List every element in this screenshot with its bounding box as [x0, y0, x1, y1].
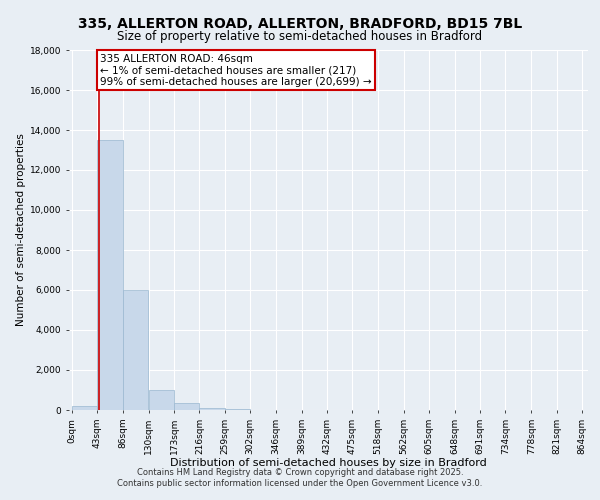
Bar — [199, 408, 225, 410]
Bar — [97, 140, 123, 410]
Text: 335 ALLERTON ROAD: 46sqm
← 1% of semi-detached houses are smaller (217)
99% of s: 335 ALLERTON ROAD: 46sqm ← 1% of semi-de… — [100, 54, 372, 87]
Bar — [174, 403, 199, 410]
Bar — [225, 409, 250, 410]
Bar — [72, 406, 97, 410]
Text: 335, ALLERTON ROAD, ALLERTON, BRADFORD, BD15 7BL: 335, ALLERTON ROAD, ALLERTON, BRADFORD, … — [78, 18, 522, 32]
Bar — [123, 290, 148, 410]
Text: Size of property relative to semi-detached houses in Bradford: Size of property relative to semi-detach… — [118, 30, 482, 43]
X-axis label: Distribution of semi-detached houses by size in Bradford: Distribution of semi-detached houses by … — [170, 458, 487, 468]
Y-axis label: Number of semi-detached properties: Number of semi-detached properties — [16, 134, 26, 326]
Bar — [149, 390, 174, 410]
Text: Contains HM Land Registry data © Crown copyright and database right 2025.
Contai: Contains HM Land Registry data © Crown c… — [118, 468, 482, 487]
